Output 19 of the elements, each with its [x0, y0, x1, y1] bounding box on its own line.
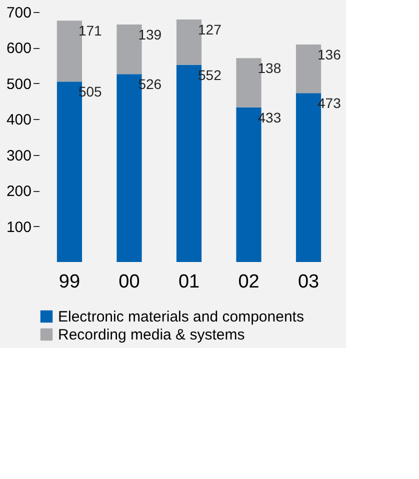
legend-label: Recording media & systems	[58, 326, 245, 344]
data-label: 136	[318, 46, 342, 62]
x-tick-label: 02	[238, 272, 260, 292]
y-tick-label: 300	[6, 147, 32, 164]
x-tick-label: 03	[298, 272, 320, 292]
data-label: 171	[78, 22, 102, 39]
data-label: 139	[138, 26, 162, 42]
y-tick-label: 200	[6, 183, 32, 200]
legend-label: Electronic materials and components	[58, 308, 304, 326]
y-tick-label: 700	[6, 4, 32, 22]
x-tick-label: 01	[178, 272, 200, 292]
y-tick-label: 100	[6, 218, 32, 236]
y-tick-label: 500	[6, 76, 32, 93]
data-label: 127	[198, 22, 222, 38]
y-tick-label: 600	[6, 40, 32, 58]
data-label: 138	[258, 60, 282, 76]
x-tick-label: 99	[58, 272, 80, 292]
y-tick-label: 400	[6, 112, 32, 129]
x-tick-label: 00	[118, 272, 140, 292]
